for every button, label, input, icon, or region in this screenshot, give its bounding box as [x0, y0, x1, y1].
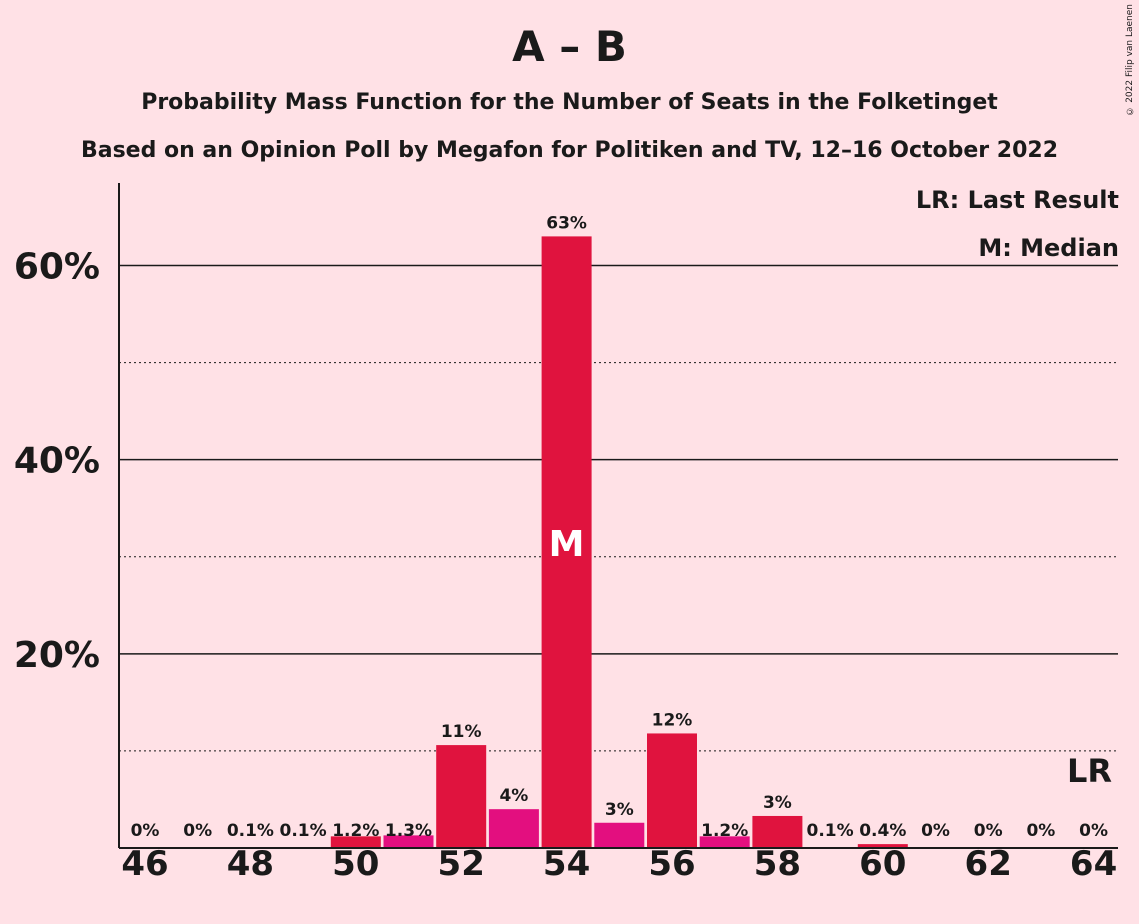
data-label: 0% [131, 821, 160, 841]
data-label: 0.4% [859, 821, 906, 841]
data-label: 63% [546, 213, 587, 233]
x-tick-label: 50 [332, 844, 379, 884]
chart-subtitle: Probability Mass Function for the Number… [141, 90, 998, 115]
bar [488, 809, 539, 848]
data-label: 12% [652, 710, 693, 730]
x-tick-label: 64 [1070, 844, 1117, 884]
x-tick-label: 48 [227, 844, 274, 884]
data-label: 0.1% [227, 821, 274, 841]
median-marker: M [549, 524, 585, 565]
data-label: 1.3% [385, 821, 432, 841]
data-label: 11% [441, 722, 482, 742]
chart-subtitle-2: Based on an Opinion Poll by Megafon for … [80, 138, 1059, 163]
data-label: 3% [605, 800, 634, 820]
x-tick-label: 62 [965, 844, 1012, 884]
x-tick-label: 52 [438, 844, 485, 884]
y-tick-label: 40% [14, 441, 100, 482]
bar [699, 836, 750, 848]
x-tick-label: 56 [648, 844, 695, 884]
bar [857, 844, 908, 848]
bar [436, 745, 487, 848]
bar [541, 236, 592, 848]
data-label: 4% [499, 786, 528, 806]
data-label: 0% [974, 821, 1003, 841]
data-label: 1.2% [332, 821, 379, 841]
data-label: 0.1% [280, 821, 327, 841]
bar [383, 835, 434, 848]
data-label: 3% [763, 793, 792, 813]
data-label: 1.2% [701, 821, 748, 841]
bar [594, 822, 645, 848]
x-tick-label: 54 [543, 844, 590, 884]
x-tick-label: 58 [754, 844, 801, 884]
bar [330, 836, 381, 848]
x-tick-label: 46 [121, 844, 168, 884]
bar [752, 815, 803, 848]
data-label: 0% [1026, 821, 1055, 841]
x-tick-label: 60 [859, 844, 906, 884]
y-tick-label: 60% [14, 247, 100, 288]
y-tick-label: 20% [14, 635, 100, 676]
data-label: 0% [921, 821, 950, 841]
bar [647, 733, 697, 848]
last-result-marker: LR [1067, 752, 1112, 790]
data-label: 0% [1079, 821, 1108, 841]
legend-last-result: LR: Last Result [915, 186, 1119, 214]
legend-median: M: Median [978, 234, 1119, 262]
chart-title: A – B [512, 22, 627, 71]
data-label: 0% [183, 821, 212, 841]
data-label: 0.1% [807, 821, 854, 841]
